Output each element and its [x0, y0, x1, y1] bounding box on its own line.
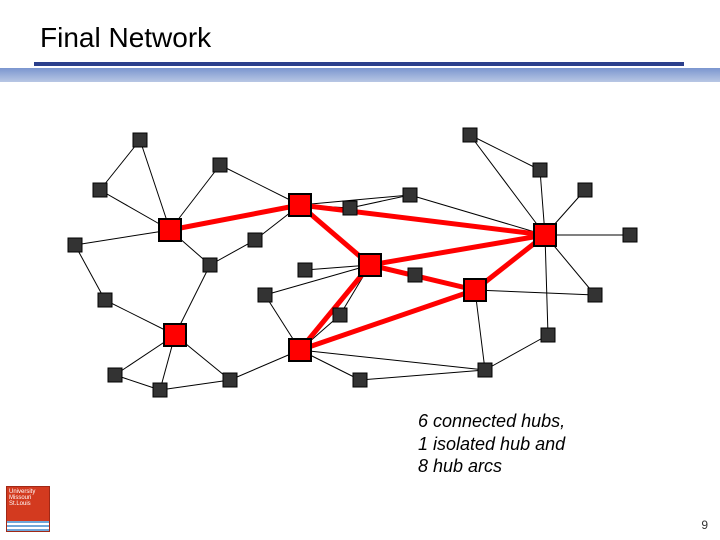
header-band — [0, 68, 720, 82]
node — [333, 308, 347, 322]
node — [203, 258, 217, 272]
hub-node — [464, 279, 486, 301]
node — [93, 183, 107, 197]
node — [353, 373, 367, 387]
node — [478, 363, 492, 377]
node — [248, 233, 262, 247]
node — [403, 188, 417, 202]
edge — [470, 135, 540, 170]
edge — [300, 205, 545, 235]
node — [108, 368, 122, 382]
edge — [545, 235, 548, 335]
hub-node — [159, 219, 181, 241]
hub-node — [164, 324, 186, 346]
hub-node — [534, 224, 556, 246]
node — [98, 293, 112, 307]
edge — [350, 195, 410, 208]
node — [258, 288, 272, 302]
title-underline — [34, 62, 684, 66]
edge — [75, 230, 170, 245]
edge — [475, 290, 595, 295]
edge — [360, 370, 485, 380]
logo-wave — [7, 521, 49, 531]
logo-text: UniversityMissouriSt.Louis — [9, 489, 47, 507]
node — [408, 268, 422, 282]
edge — [300, 350, 485, 370]
node — [541, 328, 555, 342]
node — [588, 288, 602, 302]
node — [133, 133, 147, 147]
edge — [470, 135, 545, 235]
node — [533, 163, 547, 177]
node — [68, 238, 82, 252]
node — [153, 383, 167, 397]
node — [223, 373, 237, 387]
hub-node — [359, 254, 381, 276]
slide-title: Final Network — [40, 22, 211, 54]
slide: { "title": {"text":"Final Network","x":4… — [0, 0, 720, 540]
node — [298, 263, 312, 277]
edge — [75, 245, 105, 300]
hub-node — [289, 339, 311, 361]
page-number: 9 — [701, 518, 708, 532]
node — [343, 201, 357, 215]
node — [213, 158, 227, 172]
node — [578, 183, 592, 197]
edge — [485, 335, 548, 370]
hub-node — [289, 194, 311, 216]
umsl-logo: UniversityMissouriSt.Louis — [6, 486, 50, 532]
edge — [370, 235, 545, 265]
edge — [170, 205, 300, 230]
edge — [140, 140, 170, 230]
edge — [160, 380, 230, 390]
caption-text: 6 connected hubs,1 isolated hub and8 hub… — [418, 410, 565, 478]
node — [623, 228, 637, 242]
network-diagram — [40, 100, 660, 400]
node — [463, 128, 477, 142]
